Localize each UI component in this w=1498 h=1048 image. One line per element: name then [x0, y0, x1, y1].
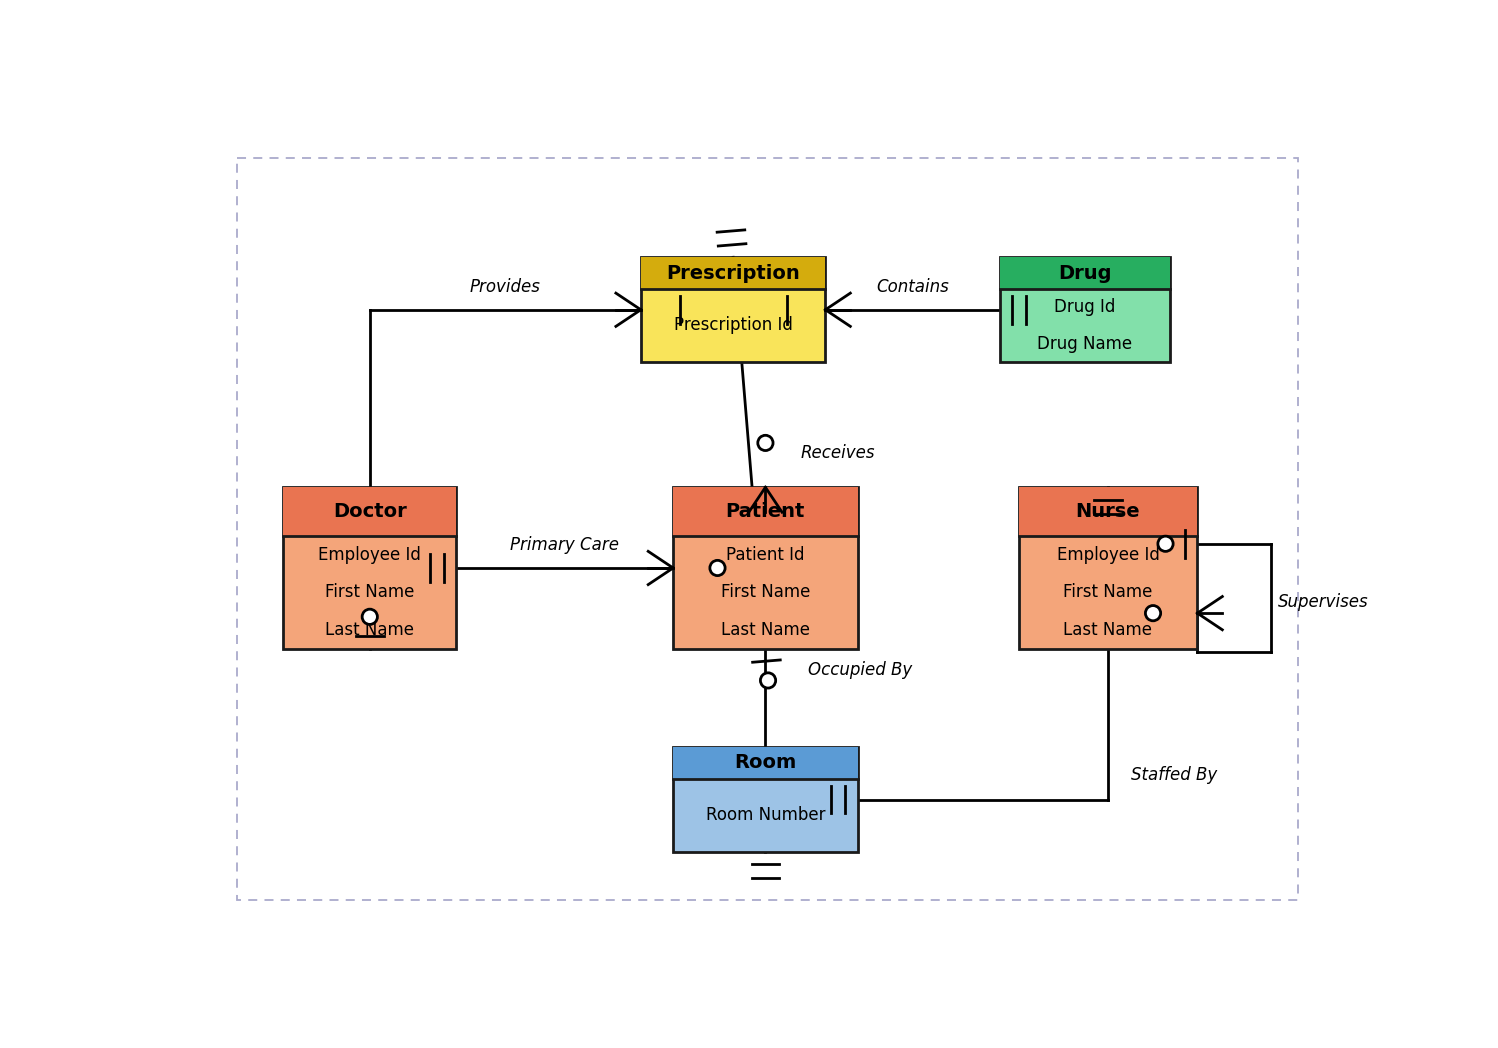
Text: Prescription Id: Prescription Id — [674, 316, 792, 334]
Text: Contains: Contains — [876, 278, 948, 296]
Text: Receives: Receives — [800, 444, 875, 462]
Bar — [283, 487, 457, 649]
Circle shape — [761, 673, 776, 689]
Text: Primary Care: Primary Care — [511, 537, 619, 554]
Bar — [283, 487, 457, 536]
Text: Last Name: Last Name — [1064, 620, 1152, 639]
Bar — [641, 258, 825, 289]
Bar — [999, 258, 1170, 363]
Text: Patient: Patient — [725, 502, 804, 521]
Text: Staffed By: Staffed By — [1131, 766, 1218, 784]
Bar — [673, 487, 858, 649]
Bar — [673, 747, 858, 779]
Text: Room Number: Room Number — [706, 806, 825, 825]
Bar — [673, 747, 858, 852]
Text: Drug Id: Drug Id — [1055, 298, 1116, 316]
Bar — [999, 258, 1170, 289]
Text: First Name: First Name — [325, 583, 415, 602]
Text: Doctor: Doctor — [333, 502, 406, 521]
Text: Drug: Drug — [1058, 263, 1112, 283]
Circle shape — [758, 435, 773, 451]
Text: Supervises: Supervises — [1278, 592, 1369, 611]
Text: Provides: Provides — [470, 278, 541, 296]
Text: Employee Id: Employee Id — [1056, 546, 1159, 564]
Text: Occupied By: Occupied By — [807, 660, 912, 679]
Text: Prescription: Prescription — [667, 263, 800, 283]
Text: Last Name: Last Name — [325, 620, 415, 639]
Circle shape — [1158, 537, 1173, 551]
Circle shape — [363, 609, 377, 625]
Text: Drug Name: Drug Name — [1037, 335, 1132, 353]
Circle shape — [1146, 606, 1161, 620]
Text: Patient Id: Patient Id — [727, 546, 804, 564]
Text: Room: Room — [734, 754, 797, 772]
Text: First Name: First Name — [1064, 583, 1152, 602]
Bar — [1019, 487, 1197, 536]
Bar — [673, 487, 858, 536]
Text: First Name: First Name — [721, 583, 810, 602]
Text: Nurse: Nurse — [1076, 502, 1140, 521]
Bar — [641, 258, 825, 363]
Text: Last Name: Last Name — [721, 620, 810, 639]
Circle shape — [710, 561, 725, 575]
Bar — [1019, 487, 1197, 649]
Text: Employee Id: Employee Id — [319, 546, 421, 564]
